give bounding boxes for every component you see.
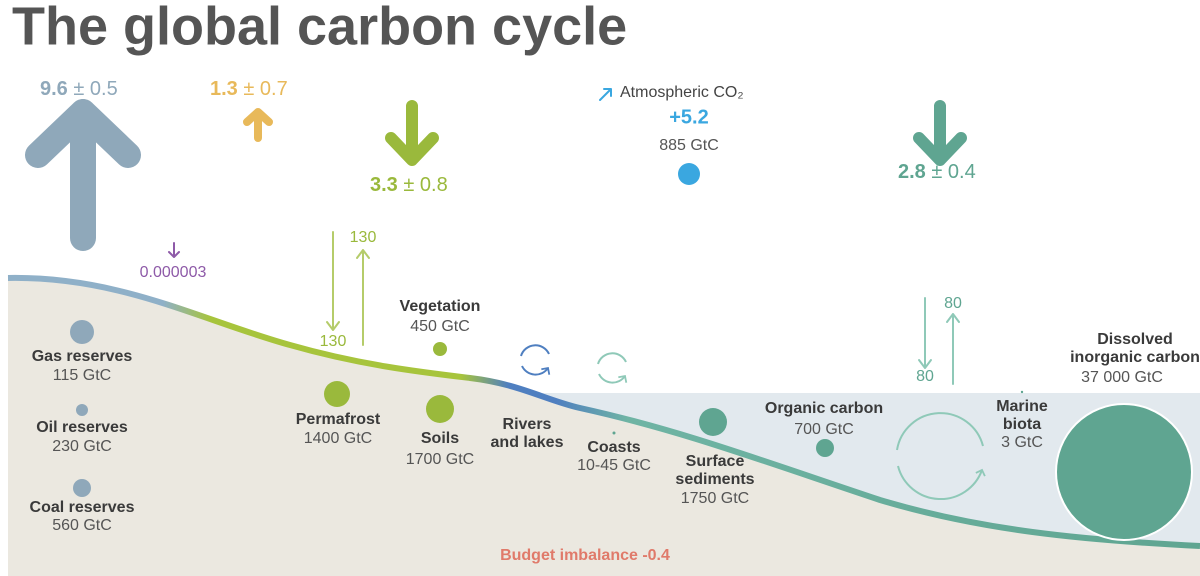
flux-label: 2.8 ± 0.4 [898, 161, 976, 183]
coasts-cycle [597, 352, 626, 382]
fossil-arrow [25, 99, 141, 251]
atmos-circle [678, 163, 700, 185]
reservoir-stock: 700 GtC [794, 421, 854, 438]
reservoir-stock: 115 GtC [53, 367, 111, 384]
gas-circle [70, 320, 94, 344]
budget-imbalance: Budget imbalance -0.4 [500, 547, 670, 564]
flux-uncertainty: ± 0.5 [73, 78, 117, 100]
ocean-up-arrow [946, 313, 960, 385]
reservoir-labels: Gas reserves 115 GtC Oil reserves 230 Gt… [30, 298, 1200, 534]
volcanic-arrow [168, 242, 180, 258]
reservoir-name: biota [1003, 416, 1041, 433]
reservoir-name: Surface [686, 453, 745, 470]
reservoir-stock: 230 GtC [52, 438, 112, 455]
cycle-arrows [520, 344, 983, 501]
flux-value: 3.3 [370, 174, 398, 196]
atmos-arrow [599, 88, 612, 101]
reservoir-stock: 1400 GtC [304, 430, 372, 447]
surface-line [7, 274, 1200, 549]
atmos-stock: 885 GtC [659, 137, 719, 154]
land-up-arrow [356, 249, 370, 346]
exchange-label: 130 [350, 229, 377, 246]
exchange-label: 130 [320, 333, 347, 350]
exchange-label: 80 [916, 368, 934, 385]
reservoir-name: Oil reserves [36, 419, 128, 436]
flux-label: 1.3 ± 0.7 [210, 78, 288, 100]
ocean-sink-arrow [913, 100, 967, 166]
sediments-circle [699, 408, 727, 436]
reservoir-name: Organic carbon [765, 400, 883, 417]
soils-circle [426, 395, 454, 423]
reservoir-name: Marine [996, 398, 1048, 415]
reservoir-name: Coal reserves [30, 499, 135, 516]
reservoir-name: Rivers [503, 416, 552, 433]
reservoir-stock: 10-45 GtC [577, 457, 651, 474]
reservoir-name: Coasts [587, 439, 640, 456]
reservoir-circles [70, 163, 1193, 541]
ocean-down-arrow [918, 297, 932, 369]
ocean-cycle [896, 412, 983, 501]
flux-value: 1.3 [210, 78, 238, 100]
reservoir-stock: 37 000 GtC [1081, 369, 1163, 386]
reservoir-name: Soils [421, 430, 459, 447]
rivers-cycle [520, 344, 549, 374]
reservoir-name: Permafrost [296, 411, 381, 428]
atmos-change: +5.2 [669, 106, 708, 128]
land-use-arrow [243, 108, 273, 142]
reservoir-name: sediments [675, 471, 754, 488]
flux-label: 3.3 ± 0.8 [370, 174, 448, 196]
flux-uncertainty: ± 0.4 [931, 161, 975, 183]
atmos-label: Atmospheric CO₂ [620, 84, 744, 101]
reservoir-stock: 1700 GtC [406, 451, 474, 468]
permafrost-circle [324, 381, 350, 407]
reservoir-name: Gas reserves [32, 348, 133, 365]
dic-circle [1055, 403, 1193, 541]
volcanic-label: 0.000003 [140, 264, 207, 281]
title: The global carbon cycle [12, 0, 627, 56]
flux-value: 9.6 [40, 78, 68, 100]
coasts-circle [612, 431, 616, 435]
flux-uncertainty: ± 0.7 [243, 78, 287, 100]
vegetation-circle [433, 342, 447, 356]
flux-value: 2.8 [898, 161, 926, 183]
reservoir-name: Vegetation [400, 298, 481, 315]
organic-circle [816, 439, 834, 457]
reservoir-stock: 1750 GtC [681, 490, 749, 507]
reservoir-name: Dissolved [1097, 331, 1173, 348]
flux-arrows [25, 88, 967, 385]
reservoir-stock: 450 GtC [410, 318, 470, 335]
exchange-label: 80 [944, 295, 962, 312]
biota-circle [1020, 390, 1024, 394]
flux-uncertainty: ± 0.8 [403, 174, 447, 196]
land-down-arrow [326, 231, 340, 331]
flux-label: 9.6 ± 0.5 [40, 78, 118, 100]
reservoir-stock: 3 GtC [1001, 434, 1043, 451]
coal-circle [73, 479, 91, 497]
land-sink-arrow [385, 100, 439, 166]
reservoir-name: inorganic carbon [1070, 349, 1200, 366]
reservoir-stock: 560 GtC [52, 517, 112, 534]
oil-circle [76, 404, 88, 416]
reservoir-name: and lakes [491, 434, 564, 451]
